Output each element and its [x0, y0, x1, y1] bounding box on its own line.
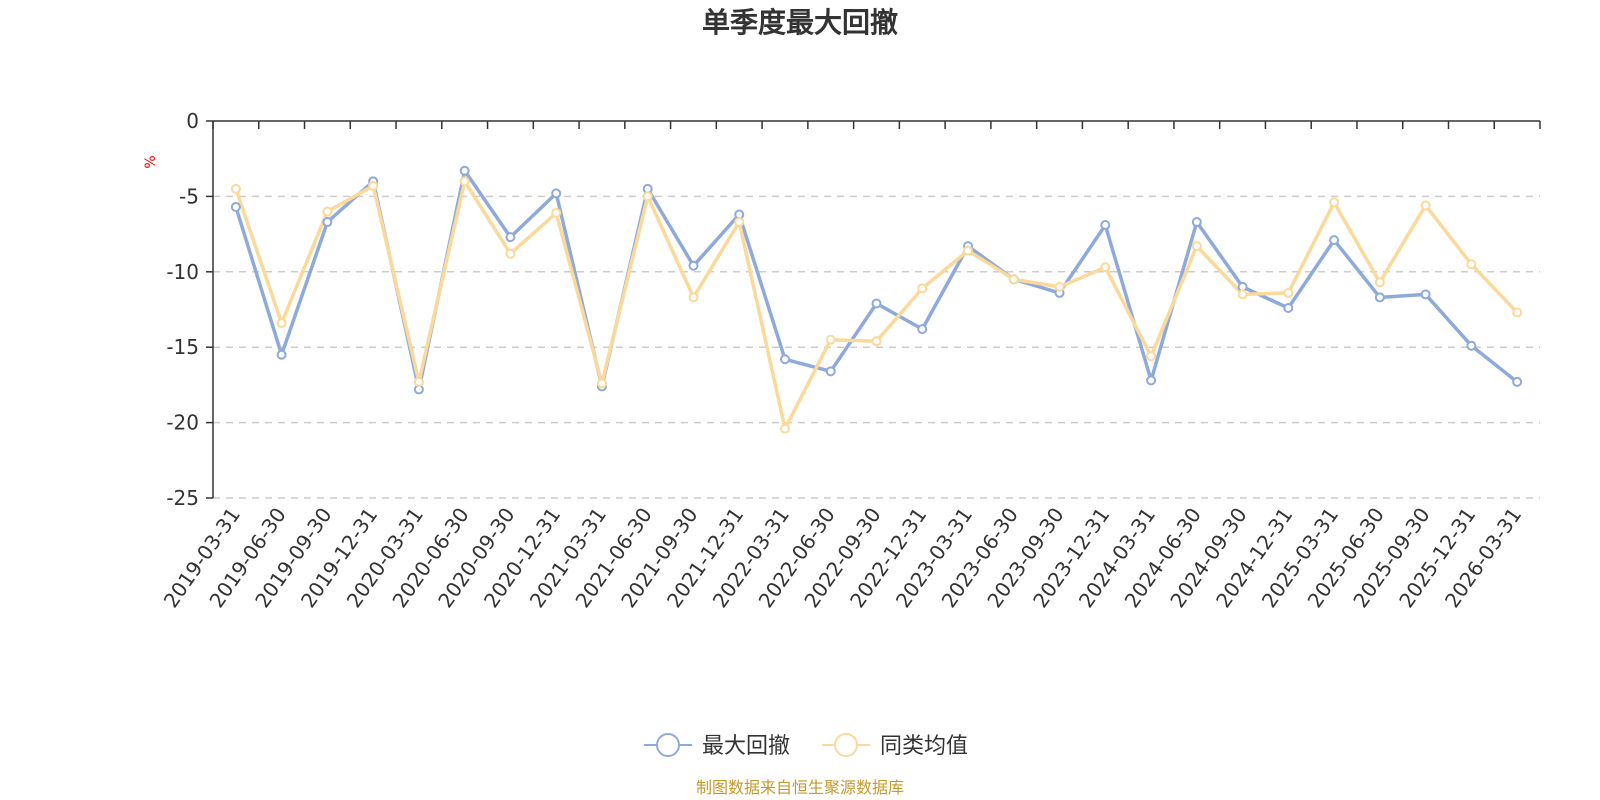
legend-label: 最大回撤 [702, 734, 790, 759]
data-point-peer-average [1420, 200, 1431, 211]
data-point-peer-average [459, 176, 470, 187]
x-tick-labels: 2019-03-312019-06-302019-09-302019-12-31… [159, 503, 1527, 612]
data-point-max-drawdown [1420, 289, 1431, 300]
data-point-max-drawdown [1512, 376, 1523, 387]
y-axis-unit: % [143, 155, 159, 168]
data-point-max-drawdown [230, 201, 241, 212]
data-source-note: 制图数据来自恒生聚源数据库 [696, 778, 904, 797]
data-point-peer-average [1146, 351, 1157, 362]
grid-lines [213, 195, 1540, 499]
legend-marker [656, 733, 680, 757]
data-point-max-drawdown [1466, 340, 1477, 351]
data-point-peer-average [505, 248, 516, 259]
data-point-peer-average [1466, 259, 1477, 270]
data-point-peer-average [368, 180, 379, 191]
data-point-peer-average [779, 423, 790, 434]
data-point-peer-average [276, 318, 287, 329]
data-point-peer-average [413, 376, 424, 387]
data-point-peer-average [1100, 262, 1111, 273]
legend: 最大回撤 同类均值 [644, 733, 968, 759]
y-tick-label: -20 [166, 411, 199, 435]
data-point-peer-average [1191, 241, 1202, 252]
data-point-peer-average [688, 292, 699, 303]
y-tick-label: -5 [179, 184, 199, 208]
y-tick-label: -25 [166, 486, 199, 510]
data-point-peer-average [734, 217, 745, 228]
data-point-max-drawdown [688, 260, 699, 271]
y-tick-label: -15 [166, 335, 199, 359]
data-point-max-drawdown [505, 232, 516, 243]
data-point-max-drawdown [1146, 375, 1157, 386]
data-point-max-drawdown [1283, 302, 1294, 313]
data-point-peer-average [1008, 274, 1019, 285]
data-point-peer-average [596, 378, 607, 389]
data-point-max-drawdown [871, 298, 882, 309]
data-point-peer-average [642, 191, 653, 202]
data-point-peer-average [1374, 277, 1385, 288]
data-point-peer-average [871, 336, 882, 347]
data-point-peer-average [230, 183, 241, 194]
data-point-max-drawdown [1100, 220, 1111, 231]
data-point-peer-average [963, 245, 974, 256]
data-point-peer-average [917, 283, 928, 294]
y-tick-label: 0 [186, 109, 199, 133]
data-point-max-drawdown [1191, 217, 1202, 228]
y-tick-label: -10 [166, 260, 199, 284]
data-point-max-drawdown [322, 217, 333, 228]
chart-title: 单季度最大回撤 [702, 6, 898, 39]
y-tick-labels: 0 -5 -10 -15 -20 -25 [166, 109, 199, 510]
data-point-max-drawdown [276, 349, 287, 360]
series-line-max-drawdown [234, 169, 1519, 392]
data-point-max-drawdown [825, 366, 836, 377]
data-point-peer-average [825, 334, 836, 345]
data-point-max-drawdown [1374, 292, 1385, 303]
data-point-peer-average [1329, 197, 1340, 208]
data-point-peer-average [1512, 307, 1523, 318]
axes [206, 120, 1541, 499]
data-point-peer-average [1283, 287, 1294, 298]
data-point-peer-average [551, 207, 562, 218]
series-layer [230, 165, 1523, 434]
data-point-peer-average [1054, 281, 1065, 292]
data-point-max-drawdown [1329, 235, 1340, 246]
legend-label: 同类均值 [880, 734, 968, 759]
data-point-max-drawdown [551, 188, 562, 199]
data-point-max-drawdown [459, 165, 470, 176]
data-point-max-drawdown [917, 324, 928, 335]
data-point-peer-average [1237, 289, 1248, 300]
legend-marker [834, 733, 858, 757]
data-point-peer-average [322, 206, 333, 217]
data-point-max-drawdown [779, 354, 790, 365]
